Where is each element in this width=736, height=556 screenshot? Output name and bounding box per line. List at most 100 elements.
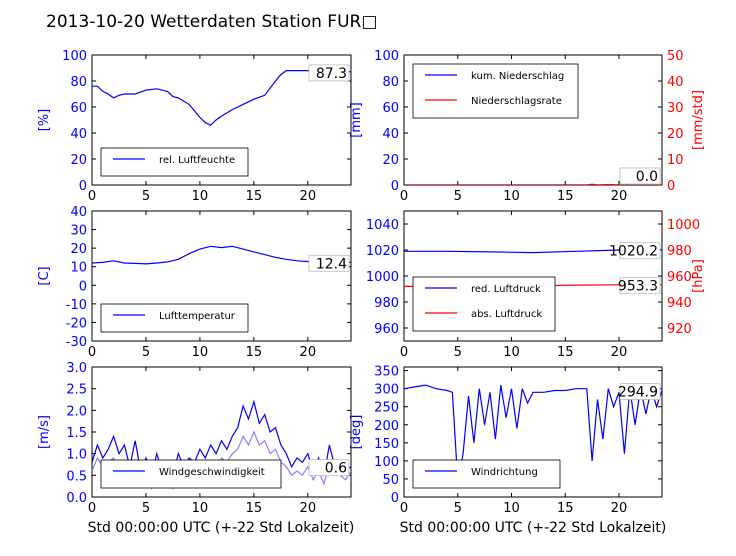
y2-tick-label: 40 bbox=[667, 75, 684, 90]
y-tick-label: 30 bbox=[70, 224, 87, 239]
y-tick-label: 100 bbox=[374, 455, 399, 470]
figure-title: 2013-10-20 Wetterdaten Station FUR□ bbox=[46, 12, 377, 32]
y-tick-label: 250 bbox=[374, 401, 399, 416]
y-tick-label: 2.5 bbox=[66, 383, 87, 398]
value-label: 0.6 bbox=[325, 461, 347, 477]
y-tick-label: 20 bbox=[70, 242, 87, 257]
legend-box bbox=[100, 147, 249, 177]
x-tick-label: 20 bbox=[611, 189, 628, 204]
panel-humidity: 0 5 10 15 20 0 20 40 60 80 100 [%] 87.3 rel. Luftfeuc… bbox=[37, 49, 352, 204]
x-tick-label: 20 bbox=[611, 501, 628, 516]
y-axis-label: [%] bbox=[37, 109, 52, 132]
panel-pressure: 0 5 10 15 20 960 980 1000 1020 1040 920 940 960 980 10… bbox=[366, 210, 706, 360]
y-axis-label: [m/s] bbox=[37, 415, 52, 449]
x-tick-label: 5 bbox=[454, 345, 462, 360]
legend-label: Windgeschwindigkeit bbox=[159, 467, 265, 478]
y-tick-label: -10 bbox=[66, 298, 87, 313]
legend-box bbox=[100, 303, 249, 333]
y-tick-label: 20 bbox=[70, 153, 87, 168]
series-line bbox=[404, 183, 662, 185]
x-axis-label-right: Std 00:00:00 UTC (+-22 Std Lokalzeit) bbox=[400, 520, 667, 536]
x-tick-label: 5 bbox=[142, 345, 150, 360]
y2-tick-label: 1000 bbox=[667, 218, 700, 233]
y-tick-label: 60 bbox=[70, 101, 87, 116]
x-tick-label: 15 bbox=[557, 501, 574, 516]
panel-winddir: 0 5 10 15 20050100150200250300350[deg]294.9W… bbox=[349, 365, 663, 516]
y2-tick-label: 940 bbox=[667, 296, 692, 311]
y-tick-label: 1020 bbox=[366, 244, 399, 259]
y-tick-label: 100 bbox=[62, 49, 87, 64]
legend-label: Lufttemperatur bbox=[159, 311, 236, 322]
x-tick-label: 0 bbox=[88, 189, 96, 204]
y-tick-label: -30 bbox=[66, 335, 87, 350]
value-label: 953.3 bbox=[618, 279, 658, 295]
panel-windspeed: 0 5 10 15 20 0.0 0.5 1.0 1.5 2.0 2.5 3.0 [m/s] 0.6 Win… bbox=[37, 361, 352, 516]
y-tick-label: 3.0 bbox=[66, 361, 87, 376]
x-tick-label: 10 bbox=[503, 189, 520, 204]
y-tick-label: 1040 bbox=[366, 218, 399, 233]
legend-box bbox=[100, 459, 282, 489]
y-tick-label: 200 bbox=[374, 419, 399, 434]
y-tick-label: -20 bbox=[66, 316, 87, 331]
x-tick-label: 5 bbox=[142, 189, 150, 204]
x-tick-label: 5 bbox=[142, 501, 150, 516]
x-tick-label: 0 bbox=[400, 189, 408, 204]
x-tick-label: 20 bbox=[300, 501, 317, 516]
legend-label: abs. Luftdruck bbox=[471, 309, 542, 320]
value-label-box bbox=[619, 383, 661, 400]
series-line bbox=[92, 245, 351, 265]
y2-tick-label: 980 bbox=[667, 244, 692, 259]
legend-label: Windrichtung bbox=[471, 467, 538, 478]
panel-temperature: 0 5 10 15 20 -30 -20 -10 0 10 20 30 40 [C] 12.4 Lufttem… bbox=[37, 205, 352, 360]
x-tick-label: 5 bbox=[454, 501, 462, 516]
y-tick-label: 40 bbox=[70, 205, 87, 220]
series-line bbox=[92, 69, 351, 126]
y-axis-label: [deg] bbox=[349, 415, 364, 450]
value-label: 294.9 bbox=[618, 384, 658, 400]
y-tick-label: 40 bbox=[382, 127, 399, 142]
y2-tick-label: 50 bbox=[667, 49, 684, 64]
y-tick-label: 150 bbox=[374, 437, 399, 452]
x-tick-label: 10 bbox=[503, 501, 520, 516]
y-tick-label: 980 bbox=[374, 296, 399, 311]
y-tick-label: 0 bbox=[79, 179, 87, 194]
value-label-box bbox=[619, 242, 661, 260]
value-label: 1020.2 bbox=[609, 244, 658, 260]
legend-label: rel. Luftfeuchte bbox=[159, 155, 235, 166]
x-tick-label: 15 bbox=[557, 189, 574, 204]
x-tick-label: 15 bbox=[246, 189, 263, 204]
x-tick-label: 10 bbox=[192, 189, 209, 204]
value-label-box bbox=[308, 64, 350, 82]
y2-tick-label: 20 bbox=[667, 127, 684, 142]
y-tick-label: 40 bbox=[70, 127, 87, 142]
x-tick-label: 5 bbox=[454, 189, 462, 204]
y-tick-label: 960 bbox=[374, 322, 399, 337]
x-tick-label: 0 bbox=[400, 345, 408, 360]
y-tick-label: 80 bbox=[70, 75, 87, 90]
x-tick-label: 15 bbox=[557, 345, 574, 360]
x-tick-label: 10 bbox=[192, 501, 209, 516]
value-label-box bbox=[308, 459, 350, 477]
y-tick-label: 20 bbox=[382, 153, 399, 168]
y2-tick-label: 920 bbox=[667, 322, 692, 337]
value-label: 87.3 bbox=[316, 66, 347, 82]
y2-tick-label: 30 bbox=[667, 101, 684, 116]
x-tick-label: 20 bbox=[611, 345, 628, 360]
y-tick-label: 2.0 bbox=[66, 404, 87, 419]
series-line bbox=[92, 399, 351, 478]
y-tick-label: 0 bbox=[391, 491, 399, 506]
y-tick-label: 0.0 bbox=[66, 491, 87, 506]
y-axis-label: [mm] bbox=[349, 102, 364, 137]
y-tick-label: 1.5 bbox=[66, 426, 87, 441]
x-tick-label: 0 bbox=[88, 501, 96, 516]
panel-precip: 0 5 10 15 20 0 20 40 60 80 100 [mm] 0 10 20 30 40 50 [mm/s… bbox=[349, 49, 706, 204]
y-tick-label: 0 bbox=[79, 279, 87, 294]
value-label: 12.4 bbox=[316, 256, 347, 272]
x-tick-label: 10 bbox=[503, 345, 520, 360]
y-tick-label: 100 bbox=[374, 49, 399, 64]
x-tick-label: 15 bbox=[246, 501, 263, 516]
y-tick-label: 300 bbox=[374, 383, 399, 398]
value-label-box bbox=[619, 167, 661, 185]
y2-tick-label: 10 bbox=[667, 153, 684, 168]
